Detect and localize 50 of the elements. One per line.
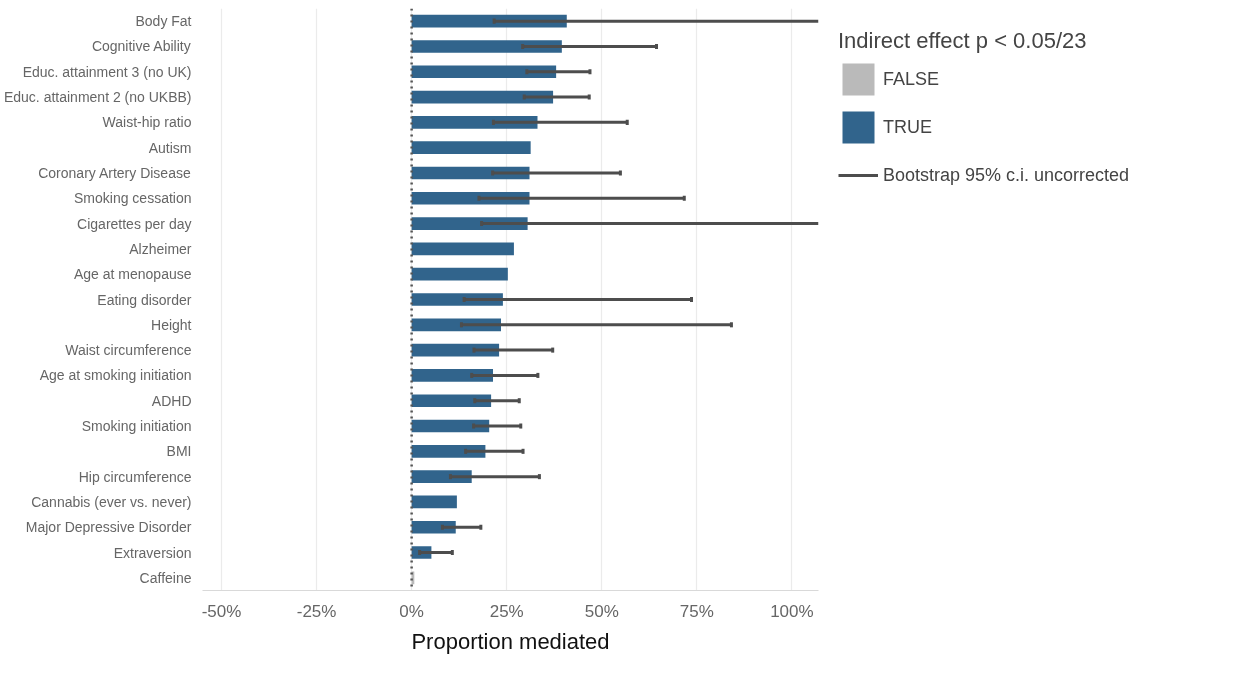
bar	[411, 495, 457, 509]
x-tick-label: 100%	[770, 601, 814, 621]
y-tick-label: Caffeine	[139, 569, 192, 586]
bar	[411, 40, 562, 53]
bar	[411, 267, 508, 281]
legend-label: FALSE	[883, 67, 940, 91]
y-tick-label: Smoking initiation	[81, 418, 192, 435]
x-axis-title: Proportion mediated	[411, 628, 610, 654]
y-tick-label: Educ. attainment 3 (no UK)	[22, 63, 192, 80]
y-tick-label: Extraversion	[113, 544, 192, 561]
y-tick-label: Alzheimer	[129, 240, 192, 257]
bar	[411, 65, 557, 79]
y-tick-label: Hip circumference	[78, 468, 192, 485]
y-tick-label: Smoking cessation	[74, 190, 192, 207]
legend-label: TRUE	[883, 115, 932, 139]
bar	[411, 141, 531, 154]
y-tick-label: Educ. attainment 2 (no UKBB)	[3, 89, 192, 106]
bar	[411, 445, 486, 458]
y-tick-label: BMI	[166, 443, 192, 460]
y-tick-label: Major Depressive Disorder	[25, 519, 192, 536]
y-tick-label: Cannabis (ever vs. never)	[31, 493, 192, 510]
y-tick-label: Age at smoking initiation	[39, 367, 192, 384]
bar	[411, 419, 490, 433]
y-tick-label: Body Fat	[135, 13, 192, 30]
bar	[411, 217, 528, 230]
y-tick-label: Waist-hip ratio	[102, 114, 192, 131]
x-tick-label: 0%	[399, 601, 424, 621]
bar	[411, 394, 492, 408]
y-tick-label: Autism	[148, 139, 192, 156]
y-tick-label: ADHD	[151, 392, 192, 409]
x-tick-label: 50%	[584, 601, 619, 621]
legend-title: Indirect effect p < 0.05/23	[838, 28, 1088, 54]
bar	[411, 242, 514, 256]
bar	[411, 90, 554, 104]
x-tick-label: 75%	[679, 601, 714, 621]
x-tick-label: -25%	[296, 601, 337, 621]
bar	[411, 343, 500, 357]
y-tick-label: Height	[151, 316, 192, 333]
x-tick-label: 25%	[489, 601, 524, 621]
y-tick-label: Cigarettes per day	[77, 215, 192, 232]
y-tick-label: Eating disorder	[97, 291, 192, 308]
y-tick-label: Age at menopause	[73, 266, 192, 283]
y-tick-label: Coronary Artery Disease	[38, 164, 191, 181]
x-tick-label: -50%	[201, 601, 242, 621]
bar	[411, 520, 456, 534]
bar	[411, 369, 494, 382]
y-tick-label: Waist circumference	[65, 342, 192, 359]
y-tick-label: Cognitive Ability	[91, 38, 191, 55]
bar	[411, 116, 538, 129]
text: Bootstrap 95% c.i. uncorrected	[883, 163, 1130, 187]
